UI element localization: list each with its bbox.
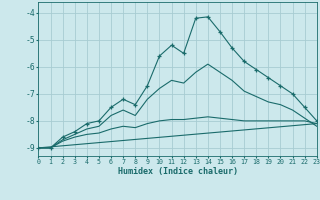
X-axis label: Humidex (Indice chaleur): Humidex (Indice chaleur) <box>118 167 238 176</box>
